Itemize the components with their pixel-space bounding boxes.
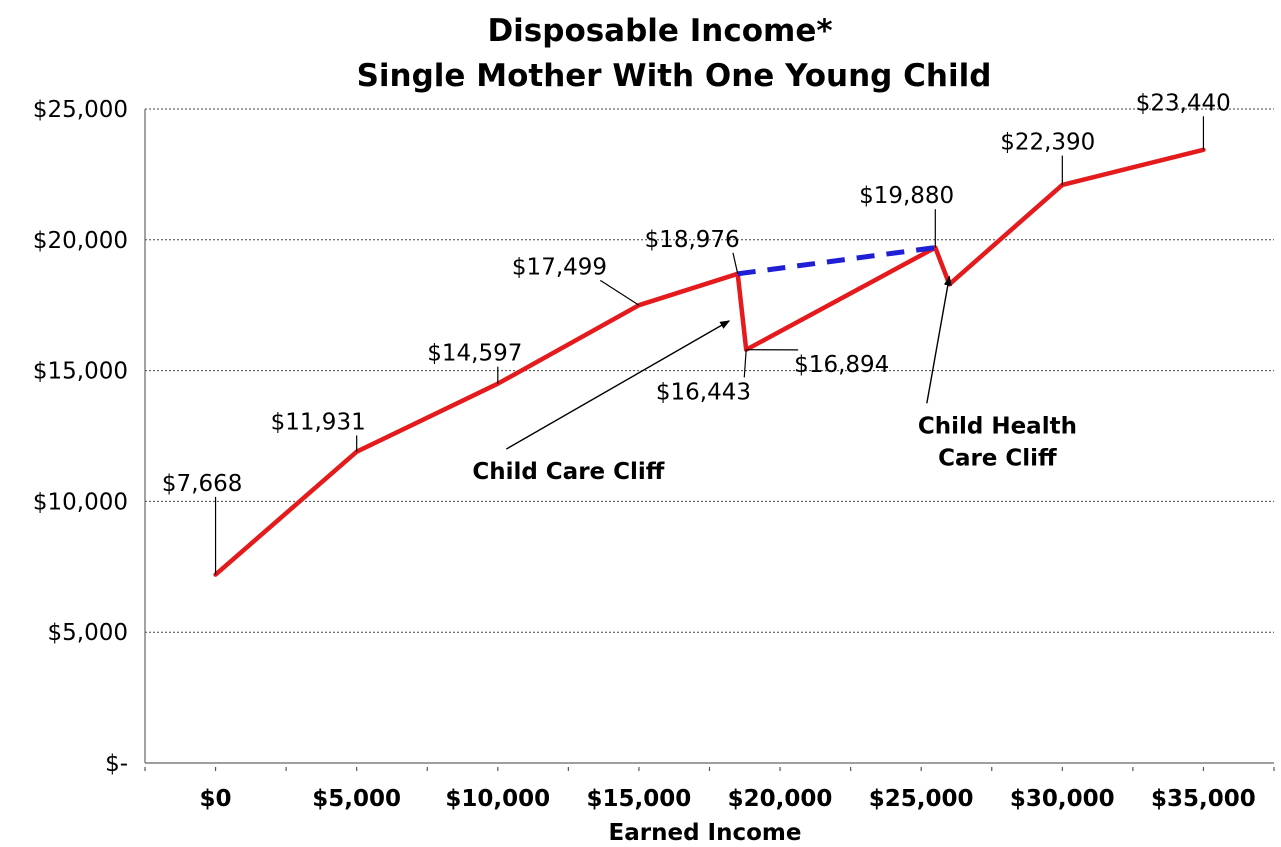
x-axis-label: Earned Income xyxy=(609,820,802,846)
data-label: $14,597 xyxy=(427,341,522,367)
annotation-text: Care Cliff xyxy=(938,445,1057,471)
data-label: $22,390 xyxy=(1000,130,1095,156)
data-label: $23,440 xyxy=(1136,90,1231,116)
x-tick-label: $15,000 xyxy=(587,786,692,812)
y-tick-label: $15,000 xyxy=(33,359,128,385)
y-tick-label: $20,000 xyxy=(33,228,128,254)
data-label: $18,976 xyxy=(645,227,740,253)
x-tick-label: $5,000 xyxy=(312,786,401,812)
x-tick-label: $35,000 xyxy=(1151,786,1256,812)
x-tick-label: $20,000 xyxy=(728,786,833,812)
y-tick-label: $25,000 xyxy=(33,97,128,123)
data-label: $19,880 xyxy=(859,183,954,209)
y-tick-label: $10,000 xyxy=(33,489,128,515)
annotation-arrow xyxy=(926,275,952,404)
data-label-leader xyxy=(743,349,747,378)
data-label: $17,499 xyxy=(512,254,607,280)
chart-title: Disposable Income* xyxy=(487,13,832,49)
axes xyxy=(144,109,1275,771)
y-tick-label: $- xyxy=(105,751,128,777)
series-line-solid xyxy=(213,147,1206,577)
x-tick-label: $10,000 xyxy=(445,786,550,812)
data-label-leader xyxy=(600,279,640,306)
data-label: $11,931 xyxy=(271,409,366,435)
series-lines xyxy=(213,147,1206,577)
x-tick-label: $0 xyxy=(200,786,232,812)
x-tick-label: $25,000 xyxy=(869,786,974,812)
grid-lines xyxy=(145,108,1274,633)
annotation-text: Child Care Cliff xyxy=(472,459,664,485)
y-tick-label: $5,000 xyxy=(48,620,128,646)
data-label: $16,443 xyxy=(656,379,751,405)
tick-labels: $- $5,000 $10,000 $15,000 $20,000 $25,000 $0 $5… xyxy=(33,97,1256,812)
annotation-text: Child Health xyxy=(918,413,1077,439)
series-line-dashed xyxy=(737,245,936,277)
data-label-leader xyxy=(732,252,739,274)
x-tick-label: $30,000 xyxy=(1010,786,1115,812)
data-label: $16,894 xyxy=(794,352,889,378)
annotations: Child Care Cliff Child Health Care Cliff xyxy=(472,275,1077,485)
chart-subtitle: Single Mother With One Young Child xyxy=(357,58,992,94)
data-labels: $7,668 $11,931 $14,597 $17,499 $18,976 $16,44… xyxy=(162,90,1231,497)
data-label-leaders xyxy=(214,116,1205,575)
annotation-arrow xyxy=(505,320,731,450)
data-label: $7,668 xyxy=(162,471,242,497)
